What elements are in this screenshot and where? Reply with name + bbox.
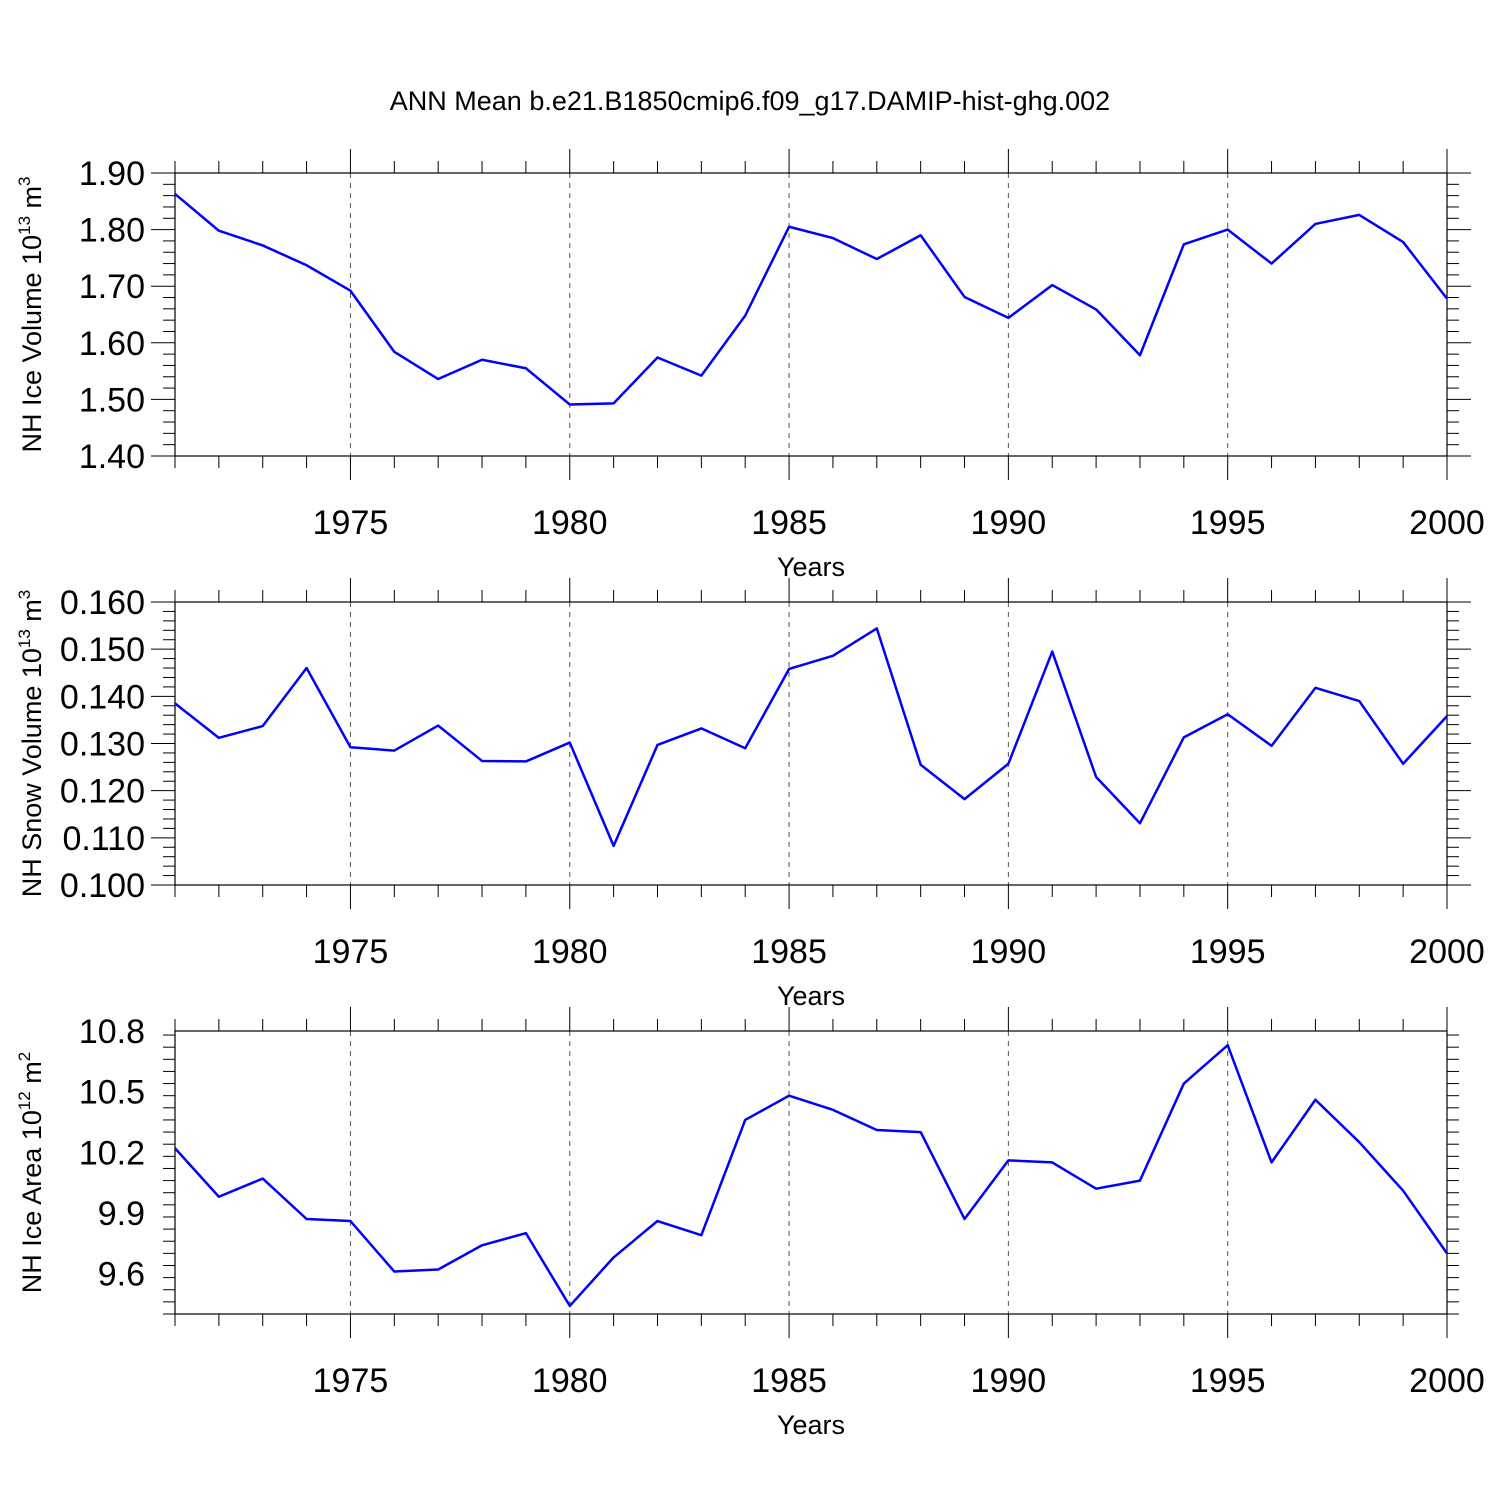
x-tick-label: 2000 bbox=[1409, 1362, 1485, 1400]
x-tick-label: 1995 bbox=[1190, 933, 1266, 971]
y-tick-label: 0.130 bbox=[60, 726, 145, 764]
y-tick-label: 10.8 bbox=[79, 1013, 145, 1051]
x-tick-label: 1995 bbox=[1190, 504, 1266, 542]
y-tick-label: 1.50 bbox=[79, 381, 145, 419]
y-tick-label: 0.140 bbox=[60, 678, 145, 716]
y-axis-label: NH Ice Area 1012 m2 bbox=[15, 1052, 47, 1293]
y-tick-label: 1.70 bbox=[79, 268, 145, 306]
x-tick-label: 1985 bbox=[751, 1362, 827, 1400]
y-tick-label: 9.9 bbox=[98, 1195, 145, 1233]
y-tick-label: 0.160 bbox=[60, 584, 145, 622]
y-tick-label: 0.110 bbox=[62, 820, 145, 858]
chart-title: ANN Mean b.e21.B1850cmip6.f09_g17.DAMIP-… bbox=[390, 86, 1110, 116]
plot-frame bbox=[174, 1030, 1448, 1315]
x-tick-label: 1985 bbox=[751, 504, 827, 542]
y-axis-label: NH Snow Volume 1013 m3 bbox=[15, 590, 47, 898]
x-tick-label: 1990 bbox=[971, 504, 1047, 542]
plot-frame bbox=[174, 601, 1448, 886]
panels: 1.40 1.50 1.60 1.70 1.80 1.90 1975 1980 1985 1990… bbox=[15, 149, 1485, 1440]
y-tick-label: 1.60 bbox=[79, 325, 145, 363]
x-axis-label: Years bbox=[777, 552, 845, 582]
x-tick-label: 1980 bbox=[532, 933, 608, 971]
x-tick-label: 1980 bbox=[532, 1362, 608, 1400]
panel-1: 1.40 1.50 1.60 1.70 1.80 1.90 1975 1980 1985 1990… bbox=[15, 149, 1485, 582]
series-line bbox=[174, 192, 1448, 406]
series-line bbox=[174, 1043, 1449, 1308]
y-tick-label: 0.150 bbox=[60, 631, 145, 669]
x-tick-label: 1995 bbox=[1190, 1362, 1266, 1400]
y-tick-label: 1.80 bbox=[79, 212, 145, 250]
x-tick-label: 1985 bbox=[751, 933, 827, 971]
x-tick-label: 2000 bbox=[1409, 504, 1485, 542]
x-axis-label: Years bbox=[777, 981, 845, 1011]
x-tick-label: 1975 bbox=[313, 1362, 389, 1400]
y-tick-label: 1.90 bbox=[79, 155, 145, 193]
y-tick-label: 1.40 bbox=[79, 438, 145, 476]
plot-frame bbox=[174, 172, 1448, 457]
y-tick-label: 9.6 bbox=[98, 1256, 145, 1294]
panel-2: 0.100 0.110 0.120 0.130 0.140 0.150 0.160 1975 1… bbox=[15, 578, 1485, 1011]
x-tick-label: 1990 bbox=[971, 933, 1047, 971]
y-tick-label: 0.100 bbox=[60, 867, 145, 905]
x-tick-label: 1975 bbox=[313, 933, 389, 971]
series-line bbox=[174, 627, 1448, 848]
y-tick-label: 10.5 bbox=[79, 1074, 145, 1112]
x-tick-label: 1990 bbox=[971, 1362, 1047, 1400]
y-axis-label: NH Ice Volume 1013 m3 bbox=[15, 177, 47, 453]
x-tick-label: 1975 bbox=[313, 504, 389, 542]
x-tick-label: 1980 bbox=[532, 504, 608, 542]
panel-3: 9.6 9.9 10.2 10.5 10.8 1975 1980 1985 1990 1995 20… bbox=[15, 1007, 1485, 1440]
y-tick-label: 0.120 bbox=[60, 773, 145, 811]
x-tick-label: 2000 bbox=[1409, 933, 1485, 971]
x-axis-label: Years bbox=[777, 1410, 845, 1440]
y-tick-label: 10.2 bbox=[79, 1134, 145, 1172]
